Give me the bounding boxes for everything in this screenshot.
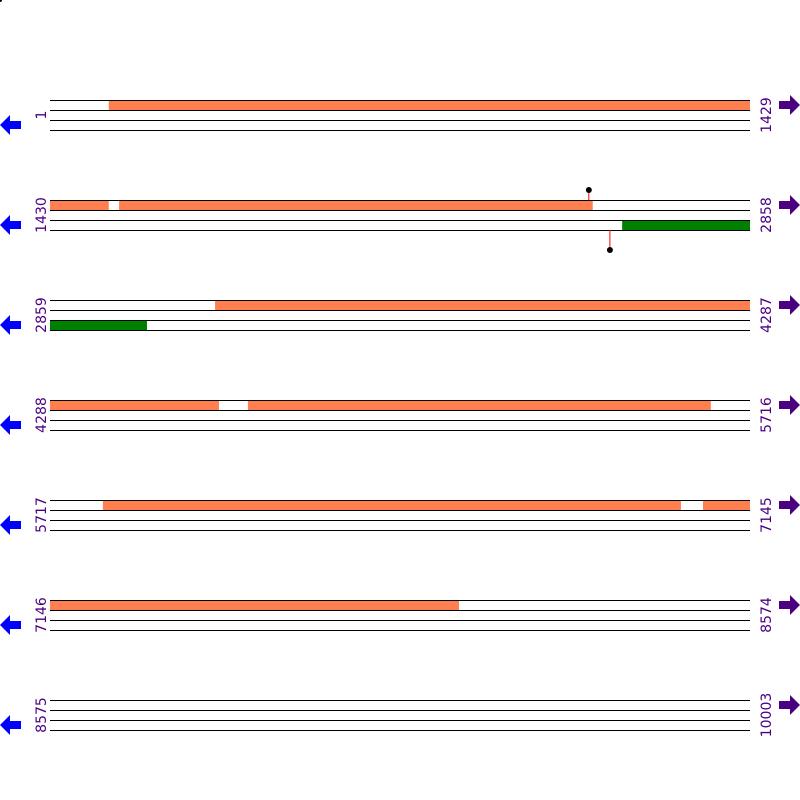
row-start-label: 5717 — [34, 497, 50, 533]
arrow-right-icon[interactable] — [779, 495, 800, 515]
feature-forward[interactable] — [247, 400, 711, 410]
arrow-right-icon[interactable] — [779, 395, 800, 415]
feature-forward[interactable] — [108, 100, 751, 110]
arrow-left-icon[interactable] — [0, 415, 21, 435]
feature-forward[interactable] — [215, 300, 751, 310]
row-end-label: 7145 — [759, 497, 775, 533]
row-start-label: 8575 — [34, 697, 50, 733]
arrow-left-icon[interactable] — [0, 715, 21, 735]
feature-reverse[interactable] — [50, 320, 147, 330]
feature-reverse[interactable] — [622, 220, 750, 230]
corner-dot — [0, 0, 2, 2]
row-start-label: 7146 — [34, 597, 50, 633]
arrow-right-icon[interactable] — [779, 295, 800, 315]
feature-forward[interactable] — [119, 200, 593, 210]
row-end-label: 1429 — [759, 97, 775, 133]
arrow-left-icon[interactable] — [0, 115, 21, 135]
feature-forward[interactable] — [50, 200, 109, 210]
row-start-label: 1 — [34, 111, 50, 120]
row-end-label: 10003 — [759, 693, 775, 738]
row-start-label: 2859 — [34, 297, 50, 333]
arrow-left-icon[interactable] — [0, 315, 21, 335]
arrow-right-icon[interactable] — [779, 195, 800, 215]
feature-forward[interactable] — [50, 400, 219, 410]
feature-forward[interactable] — [50, 600, 460, 610]
row-end-label: 4287 — [759, 297, 775, 333]
row-start-label: 1430 — [34, 197, 50, 233]
row-end-label: 8574 — [759, 597, 775, 633]
feature-forward[interactable] — [702, 500, 750, 510]
arrow-left-icon[interactable] — [0, 515, 21, 535]
feature-forward[interactable] — [102, 500, 681, 510]
site-marker-dot[interactable] — [606, 247, 613, 253]
row-end-label: 2858 — [759, 197, 775, 233]
arrow-right-icon[interactable] — [779, 95, 800, 115]
row-end-label: 5716 — [759, 397, 775, 433]
site-marker-dot[interactable] — [585, 187, 592, 193]
arrow-right-icon[interactable] — [779, 595, 800, 615]
arrow-right-icon[interactable] — [779, 695, 800, 715]
row-start-label: 4288 — [34, 397, 50, 433]
arrow-left-icon[interactable] — [0, 615, 21, 635]
arrow-left-icon[interactable] — [0, 215, 21, 235]
